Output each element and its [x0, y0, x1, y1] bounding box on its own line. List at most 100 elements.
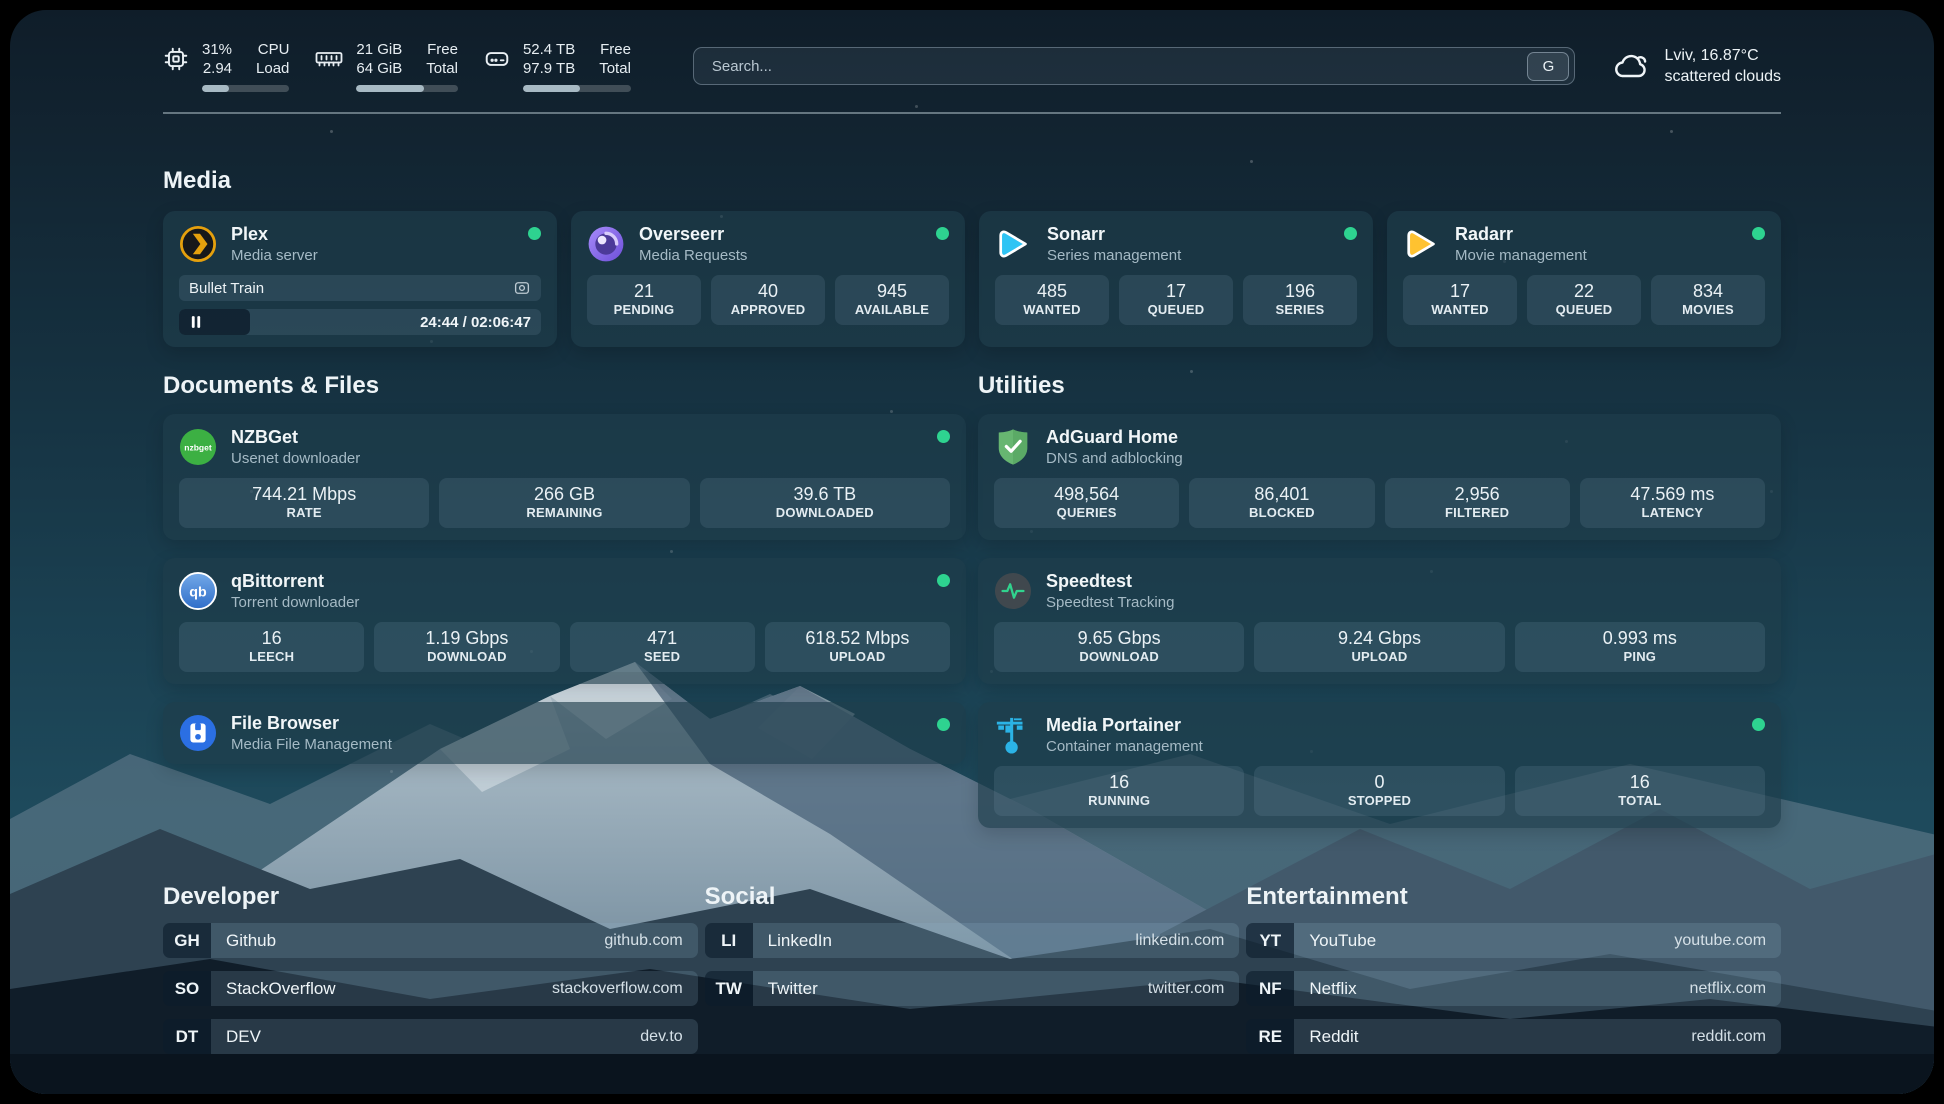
stat-block: 945 AVAILABLE — [835, 275, 949, 325]
stat-block: 498,564 QUERIES — [994, 478, 1180, 528]
bookmarks-developer: Developer GH Github github.com SO StackO… — [163, 882, 698, 1067]
service-description: Media File Management — [231, 736, 392, 753]
stat-value: 0 — [1374, 772, 1385, 792]
memory-free-label: Free — [427, 41, 458, 58]
stat-label: PENDING — [613, 302, 675, 317]
cast-icon[interactable] — [513, 279, 531, 297]
stat-label: DOWNLOAD — [1079, 649, 1159, 664]
service-card-radarr[interactable]: Radarr Movie management 17 WANTED 22 QUE… — [1387, 211, 1781, 347]
bookmark-reddit[interactable]: RE Reddit reddit.com — [1246, 1019, 1782, 1054]
cpu-load-value: 2.94 — [202, 60, 233, 77]
stat-label: RATE — [286, 505, 322, 520]
bookmark-url: dev.to — [640, 1027, 683, 1045]
bookmark-body: StackOverflow stackoverflow.com — [211, 971, 698, 1006]
filebrowser-titles: File Browser Media File Management — [231, 712, 392, 754]
memory-free-value: 21 GiB — [356, 41, 403, 58]
bookmark-dev[interactable]: DT DEV dev.to — [163, 1019, 698, 1054]
nzbget-titles: NZBGet Usenet downloader — [231, 426, 360, 468]
speedtest-titles: Speedtest Speedtest Tracking — [1046, 570, 1174, 612]
service-name: Plex — [231, 224, 269, 244]
search-input[interactable] — [709, 56, 1528, 76]
sonarr-titles: Sonarr Series management — [1047, 223, 1181, 265]
stat-label: WANTED — [1023, 302, 1081, 317]
section-title-entertainment: Entertainment — [1246, 883, 1408, 910]
service-card-sonarr[interactable]: Sonarr Series management 485 WANTED 17 Q… — [979, 211, 1373, 347]
bookmark-netflix[interactable]: NF Netflix netflix.com — [1246, 971, 1782, 1006]
documents-files-column: Documents & Files nzbget NZBGet Usenet d… — [163, 371, 966, 764]
service-description: Usenet downloader — [231, 450, 361, 467]
service-card-nzbget[interactable]: nzbget NZBGet Usenet downloader 744.21 M… — [163, 414, 966, 540]
service-card-plex[interactable]: Plex Media server Bullet Train 24:44 / 0… — [163, 211, 557, 347]
qbittorrent-header: qb qBittorrent Torrent downloader — [179, 570, 950, 612]
stat-value: 1.19 Gbps — [425, 628, 509, 648]
load-label: Load — [256, 60, 290, 77]
stat-block: 1.19 Gbps DOWNLOAD — [374, 622, 560, 672]
service-description: Media Requests — [639, 247, 748, 264]
stat-value: 40 — [757, 281, 779, 301]
plex-player-progress: 24:44 / 02:06:47 — [179, 309, 541, 335]
stat-block: 16 RUNNING — [994, 766, 1245, 816]
bookmark-url: github.com — [604, 931, 683, 949]
service-name: AdGuard Home — [1046, 427, 1179, 447]
stat-value: 498,564 — [1054, 484, 1120, 504]
stat-label: UPLOAD — [1351, 649, 1408, 664]
stat-block: 266 GB REMAINING — [439, 478, 690, 528]
bookmark-abbr: RE — [1246, 1019, 1295, 1054]
radarr-logo-icon — [1403, 225, 1441, 263]
service-name: Speedtest — [1046, 571, 1133, 591]
utilities-column: Utilities AdGuard Home DNS and adblockin… — [978, 371, 1781, 828]
svg-text:qb: qb — [189, 585, 207, 601]
bookmark-abbr: SO — [163, 971, 211, 1006]
disk-free-label: Free — [600, 41, 631, 58]
stat-label: RUNNING — [1088, 793, 1151, 808]
service-card-filebrowser[interactable]: File Browser Media File Management — [163, 702, 966, 764]
disk-values: 52.4 TB 97.9 TB — [523, 40, 575, 78]
stat-block: 471 SEED — [569, 622, 755, 672]
memory-progress-bar — [356, 85, 458, 92]
overseerr-titles: Overseerr Media Requests — [639, 223, 747, 265]
qbittorrent-stats: 16 LEECH 1.19 Gbps DOWNLOAD 471 SEED 6 — [179, 622, 950, 672]
stat-block: 40 APPROVED — [711, 275, 825, 325]
search-bar[interactable]: G — [692, 47, 1576, 85]
bookmark-name: StackOverflow — [226, 978, 336, 998]
bookmark-youtube[interactable]: YT YouTube youtube.com — [1246, 923, 1782, 958]
middle-columns: Documents & Files nzbget NZBGet Usenet d… — [163, 371, 1781, 828]
stat-label: DOWNLOAD — [427, 649, 507, 664]
stat-block: 16 TOTAL — [1514, 766, 1765, 816]
stat-value: 945 — [876, 281, 908, 301]
bookmark-stackoverflow[interactable]: SO StackOverflow stackoverflow.com — [163, 971, 698, 1006]
disk-labels: Free Total — [599, 40, 631, 78]
speedtest-stats: 9.65 Gbps DOWNLOAD 9.24 Gbps UPLOAD 0.99… — [994, 622, 1765, 672]
service-description: Container management — [1046, 738, 1203, 755]
service-description: Series management — [1047, 247, 1182, 264]
stat-label: LATENCY — [1641, 505, 1704, 520]
top-bar: 31% 2.94 CPU Load — [163, 40, 1781, 92]
service-description: Media server — [231, 247, 318, 264]
stat-value: 16 — [1109, 772, 1130, 792]
service-name: qBittorrent — [231, 571, 324, 591]
service-description: Torrent downloader — [231, 594, 360, 611]
bookmark-url: twitter.com — [1147, 979, 1225, 997]
portainer-titles: Media Portainer Container management — [1046, 714, 1203, 756]
svg-text:nzbget: nzbget — [184, 442, 212, 452]
search-provider-button[interactable]: G — [1527, 51, 1570, 81]
bookmark-twitter[interactable]: TW Twitter twitter.com — [704, 971, 1240, 1006]
service-card-speedtest[interactable]: Speedtest Speedtest Tracking 9.65 Gbps D… — [978, 558, 1781, 684]
service-description: Speedtest Tracking — [1046, 594, 1175, 611]
status-dot — [1752, 718, 1765, 731]
weather-location-temp: Lviv, 16.87°C — [1664, 47, 1759, 64]
media-grid: Plex Media server Bullet Train 24:44 / 0… — [163, 211, 1781, 347]
service-card-portainer[interactable]: Media Portainer Container management 16 … — [978, 702, 1781, 828]
service-card-qbittorrent[interactable]: qb qBittorrent Torrent downloader 16 LEE… — [163, 558, 966, 684]
plex-logo-icon — [179, 225, 217, 263]
status-dot — [937, 574, 950, 587]
service-card-overseerr[interactable]: Overseerr Media Requests 21 PENDING 40 A… — [571, 211, 965, 347]
pause-icon[interactable] — [191, 316, 201, 328]
service-card-adguard[interactable]: AdGuard Home DNS and adblocking 498,564 … — [978, 414, 1781, 540]
service-name: NZBGet — [231, 427, 298, 447]
bookmark-body: LinkedIn linkedin.com — [752, 923, 1240, 958]
memory-icon — [316, 52, 343, 67]
bookmark-github[interactable]: GH Github github.com — [163, 923, 698, 958]
stat-label: AVAILABLE — [854, 302, 930, 317]
bookmark-linkedin[interactable]: LI LinkedIn linkedin.com — [704, 923, 1240, 958]
